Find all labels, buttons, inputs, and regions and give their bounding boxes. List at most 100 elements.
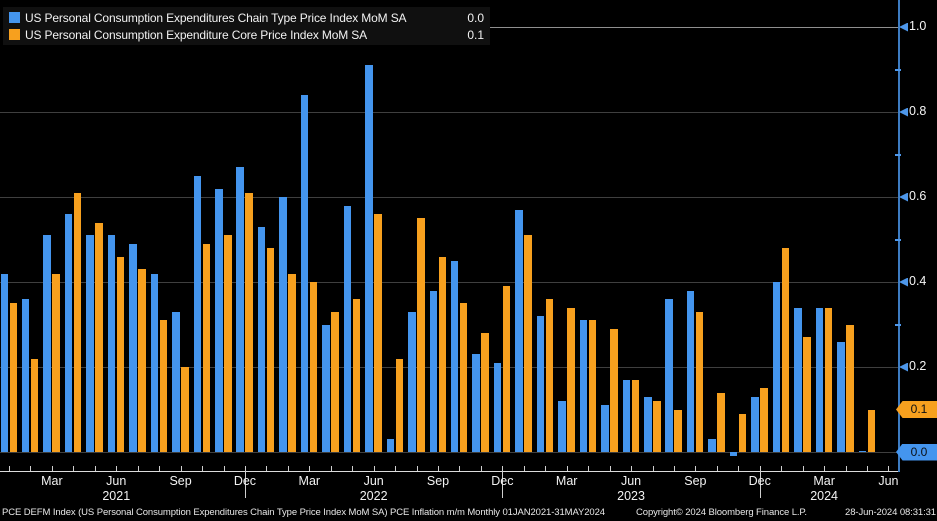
bar-pce-headline[interactable] — [21, 299, 30, 452]
bar-pce-headline[interactable] — [493, 362, 502, 452]
bar-pce-headline[interactable] — [601, 405, 609, 452]
bar-pce-core[interactable] — [567, 307, 575, 452]
bar-pce-core[interactable] — [738, 413, 747, 452]
bar-pce-core[interactable] — [545, 299, 554, 452]
bar-pce-core[interactable] — [9, 303, 17, 452]
x-tick-label: Sep — [426, 474, 450, 488]
bar-pce-headline[interactable] — [86, 235, 94, 452]
x-month-tick — [416, 466, 418, 471]
bar-pce-core[interactable] — [288, 273, 296, 452]
bar-pce-headline[interactable] — [837, 341, 845, 452]
bar-pce-headline[interactable] — [408, 311, 416, 452]
y-gridline — [0, 196, 899, 198]
bar-pce-core[interactable] — [224, 235, 232, 452]
bar-pce-headline[interactable] — [107, 235, 116, 452]
bar-pce-core[interactable] — [438, 256, 446, 452]
bar-pce-core[interactable] — [30, 358, 39, 452]
x-month-tick — [266, 466, 268, 471]
bar-pce-headline[interactable] — [43, 235, 51, 452]
bar-pce-headline[interactable] — [794, 307, 802, 452]
bar-pce-core[interactable] — [202, 243, 211, 452]
bar-pce-headline[interactable] — [472, 354, 480, 452]
bar-pce-headline[interactable] — [129, 243, 137, 452]
bar-pce-core[interactable] — [459, 303, 468, 452]
bar-pce-headline[interactable] — [579, 320, 588, 452]
legend-value-core: 0.1 — [467, 27, 484, 42]
bar-pce-headline[interactable] — [0, 273, 8, 452]
bar-pce-core[interactable] — [266, 248, 275, 452]
bar-pce-core[interactable] — [824, 307, 833, 452]
bar-pce-core[interactable] — [116, 256, 125, 452]
bar-pce-headline[interactable] — [686, 290, 695, 452]
bar-pce-headline[interactable] — [236, 167, 244, 452]
bar-pce-core[interactable] — [331, 311, 339, 452]
bar-pce-headline[interactable] — [515, 209, 523, 452]
bar-pce-headline[interactable] — [215, 188, 223, 452]
bar-pce-core[interactable] — [803, 337, 811, 452]
legend-item-core[interactable]: US Personal Consumption Expenditure Core… — [9, 26, 484, 43]
bar-pce-core[interactable] — [159, 320, 168, 452]
bar-pce-headline[interactable] — [751, 396, 759, 452]
bar-pce-headline[interactable] — [450, 260, 459, 452]
bar-pce-core[interactable] — [502, 286, 511, 452]
bar-pce-headline[interactable] — [193, 175, 202, 452]
bar-pce-core[interactable] — [588, 320, 597, 452]
x-month-tick — [9, 466, 10, 471]
bar-pce-headline[interactable] — [558, 401, 566, 452]
bar-pce-headline[interactable] — [772, 282, 781, 452]
bar-pce-headline[interactable] — [150, 273, 159, 452]
bar-pce-headline[interactable] — [322, 324, 330, 452]
bar-pce-headline[interactable] — [708, 439, 716, 452]
legend-label-headline: US Personal Consumption Expenditures Cha… — [25, 10, 407, 25]
bar-pce-core[interactable] — [610, 328, 618, 452]
bar-pce-headline[interactable] — [665, 299, 673, 452]
bar-pce-core[interactable] — [352, 299, 361, 452]
bar-pce-headline[interactable] — [815, 307, 824, 452]
bar-pce-core[interactable] — [717, 392, 725, 452]
bar-pce-headline[interactable] — [622, 379, 631, 452]
bar-pce-headline[interactable] — [172, 311, 180, 452]
bar-pce-core[interactable] — [781, 248, 790, 452]
bar-pce-headline[interactable] — [644, 396, 652, 452]
bar-pce-core[interactable] — [674, 409, 682, 452]
bar-pce-headline[interactable] — [300, 95, 309, 452]
bar-pce-core[interactable] — [631, 379, 640, 452]
bar-pce-core[interactable] — [417, 218, 425, 452]
bar-pce-headline[interactable] — [386, 439, 395, 452]
bar-pce-core[interactable] — [309, 282, 318, 452]
bar-pce-core[interactable] — [374, 214, 382, 452]
bar-pce-core[interactable] — [95, 222, 103, 452]
bar-pce-headline[interactable] — [257, 226, 266, 452]
bar-pce-core[interactable] — [760, 388, 768, 452]
bar-pce-headline[interactable] — [343, 205, 352, 452]
bar-pce-headline[interactable] — [858, 451, 866, 452]
x-tick-label: Jun — [878, 474, 899, 488]
bar-pce-core[interactable] — [52, 273, 60, 452]
bar-pce-headline[interactable] — [279, 197, 287, 452]
y-minor-tick — [895, 323, 901, 326]
bar-pce-core[interactable] — [653, 401, 661, 452]
bar-pce-headline[interactable] — [536, 316, 545, 452]
bar-pce-headline[interactable] — [365, 65, 373, 452]
bar-pce-headline[interactable] — [429, 290, 437, 452]
legend-item-headline[interactable]: US Personal Consumption Expenditures Cha… — [9, 9, 484, 26]
y-major-tick-arrow-icon — [899, 277, 908, 287]
x-month-tick — [523, 466, 525, 471]
x-month-tick — [309, 466, 311, 471]
x-month-tick — [30, 466, 32, 471]
bar-pce-core[interactable] — [846, 324, 854, 452]
bar-pce-core[interactable] — [73, 192, 82, 452]
bar-pce-core[interactable] — [481, 333, 489, 452]
bar-pce-core[interactable] — [695, 311, 704, 452]
x-year-separator-tick — [502, 471, 504, 498]
bar-pce-core[interactable] — [395, 358, 404, 452]
y-tick-label: 0.4 — [909, 274, 927, 288]
bar-pce-core[interactable] — [524, 235, 532, 452]
bar-pce-core[interactable] — [181, 367, 189, 452]
bar-pce-headline[interactable] — [64, 214, 73, 452]
bar-pce-headline[interactable] — [729, 452, 738, 457]
bar-pce-core[interactable] — [138, 269, 146, 452]
bar-pce-core[interactable] — [867, 409, 875, 452]
bar-pce-core[interactable] — [245, 192, 253, 452]
